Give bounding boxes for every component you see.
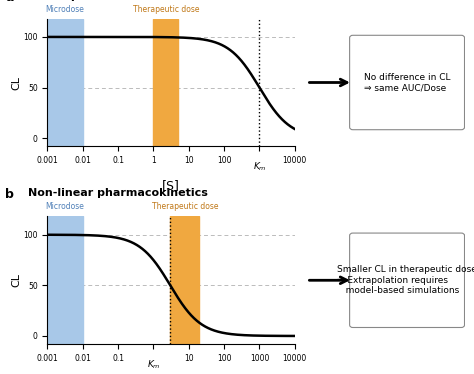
Text: Microdose: Microdose	[46, 202, 84, 211]
Text: No difference in CL
⇒ same AUC/Dose: No difference in CL ⇒ same AUC/Dose	[364, 73, 450, 92]
Y-axis label: CL: CL	[12, 273, 22, 287]
FancyBboxPatch shape	[350, 233, 465, 328]
Text: Therapeutic dose: Therapeutic dose	[152, 202, 218, 211]
Bar	[170, 217, 200, 344]
Bar	[154, 19, 178, 146]
Text: $\mathit{K}_\mathit{m}$: $\mathit{K}_\mathit{m}$	[253, 160, 266, 173]
Text: Linear pharmacokinetics: Linear pharmacokinetics	[27, 0, 182, 1]
Bar	[47, 19, 83, 146]
Text: Therapeutic dose: Therapeutic dose	[133, 4, 199, 13]
Text: $\mathit{K}_\mathit{m}$: $\mathit{K}_\mathit{m}$	[146, 358, 160, 371]
Bar	[47, 217, 83, 344]
Text: Microdose: Microdose	[46, 4, 84, 13]
Text: b: b	[5, 188, 14, 202]
Text: Non-linear pharmacokinetics: Non-linear pharmacokinetics	[27, 188, 208, 199]
Text: Smaller CL in therapeutic dose
⇒ Extrapolation requires
   model-based simulatio: Smaller CL in therapeutic dose ⇒ Extrapo…	[337, 266, 474, 295]
Y-axis label: CL: CL	[12, 76, 22, 89]
X-axis label: [S]: [S]	[162, 179, 180, 192]
Text: a: a	[5, 0, 14, 4]
FancyBboxPatch shape	[350, 35, 465, 130]
